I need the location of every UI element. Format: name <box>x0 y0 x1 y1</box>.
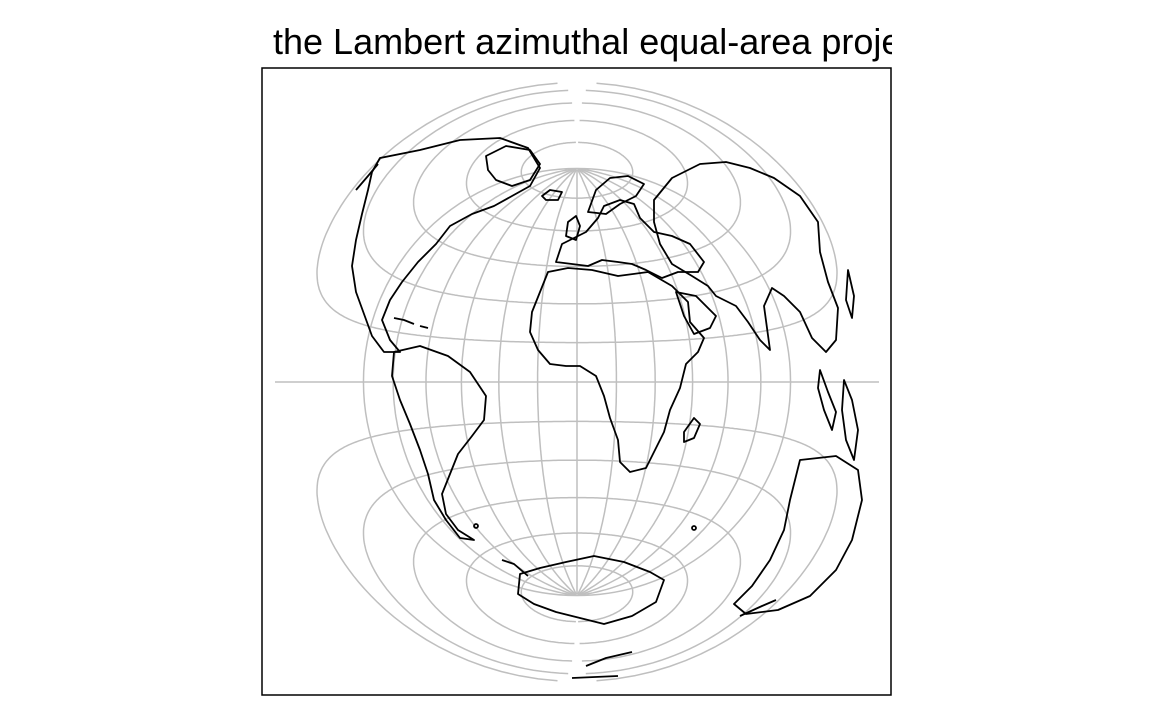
parallel-line <box>362 89 792 305</box>
landmasses <box>351 137 863 679</box>
alaska-edge <box>355 163 379 191</box>
parallel-line <box>520 141 634 199</box>
europe-outline <box>555 199 705 279</box>
africa-outline <box>529 267 705 473</box>
parallel-line <box>520 565 634 623</box>
antarctic-peninsula <box>501 559 529 577</box>
antarctica-outline <box>517 555 665 625</box>
small-island-2 <box>691 525 697 531</box>
parallel-line <box>316 82 838 344</box>
arabia-outline <box>675 291 717 335</box>
greenland-outline <box>485 145 541 187</box>
caribbean-islands <box>393 317 429 329</box>
parallel-line <box>316 420 838 682</box>
parallel-line <box>412 496 742 662</box>
madagascar-outline <box>683 417 701 443</box>
graticule <box>275 82 879 682</box>
map-title: the Lambert azimuthal equal-area project… <box>273 21 892 62</box>
parallel-line <box>362 459 792 675</box>
parallel-line <box>465 532 689 645</box>
north-america-outline <box>351 137 541 353</box>
australia-edge <box>733 455 863 615</box>
japan-outline <box>845 269 855 319</box>
map-frame-border <box>261 67 892 696</box>
south-america-outline <box>391 345 487 541</box>
new-zealand-edge <box>739 599 777 617</box>
hemisphere-boundary <box>362 167 792 597</box>
title-clip: the Lambert azimuthal equal-area project… <box>262 18 892 66</box>
uk-outline <box>565 215 581 241</box>
small-island-1 <box>473 523 479 529</box>
iceland-outline <box>541 189 563 201</box>
east-edge-islands <box>817 369 859 461</box>
asia-outline <box>653 161 839 353</box>
parallel-line <box>465 119 689 232</box>
parallel-line <box>412 102 742 268</box>
south-edge-fragment <box>571 651 633 679</box>
scandinavia-outline <box>587 175 645 215</box>
